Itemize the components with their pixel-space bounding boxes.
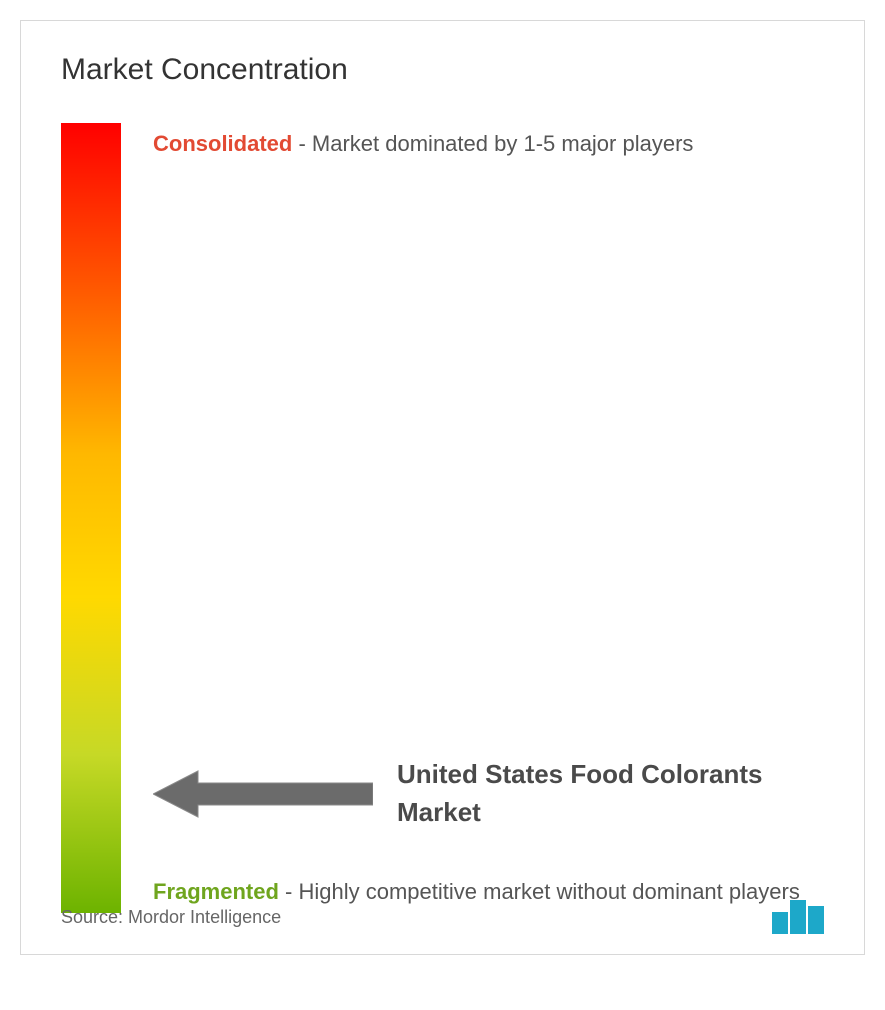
- logo-bar-3: [808, 906, 824, 934]
- market-marker-row: United States Food Colorants Market: [153, 756, 824, 831]
- content-row: Consolidated - Market dominated by 1-5 m…: [61, 123, 824, 913]
- consolidated-label: Consolidated - Market dominated by 1-5 m…: [153, 123, 824, 165]
- card-title: Market Concentration: [61, 53, 824, 87]
- card-footer: Source: Mordor Intelligence: [61, 900, 824, 934]
- left-arrow-icon: [153, 769, 373, 819]
- logo-bar-2: [790, 900, 806, 934]
- consolidated-description: - Market dominated by 1-5 major players: [298, 131, 693, 156]
- logo-bar-1: [772, 912, 788, 934]
- market-concentration-card: Market Concentration Consolidated - Mark…: [20, 20, 865, 955]
- text-column: Consolidated - Market dominated by 1-5 m…: [153, 123, 824, 913]
- market-name-label: United States Food Colorants Market: [397, 756, 824, 831]
- consolidated-keyword: Consolidated: [153, 131, 292, 156]
- source-text: Source: Mordor Intelligence: [61, 907, 281, 928]
- mordor-logo: [772, 900, 824, 934]
- concentration-gradient-bar: [61, 123, 121, 913]
- bottom-block: United States Food Colorants Market Frag…: [153, 756, 824, 913]
